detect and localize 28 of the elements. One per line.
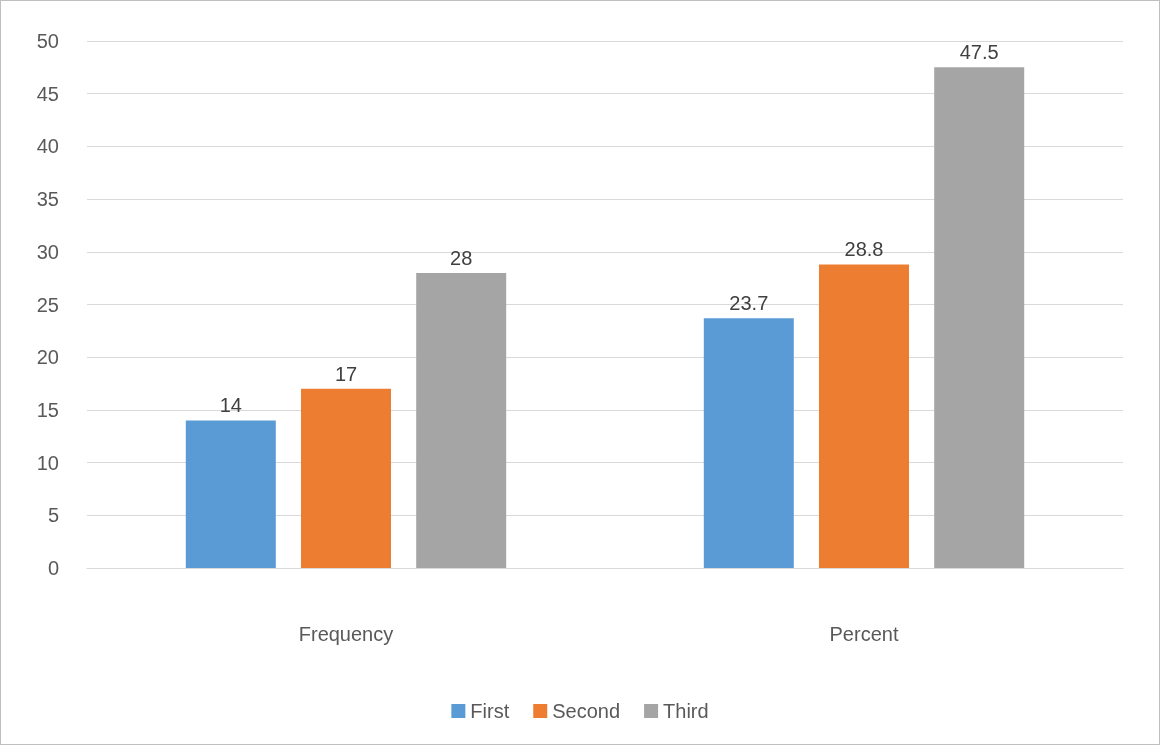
data-label: 47.5 [959, 41, 999, 64]
y-tick-label: 35 [36, 188, 59, 211]
data-label: 17 [334, 362, 358, 385]
legend-label: Second [552, 700, 621, 722]
bar [301, 388, 391, 568]
y-tick-label: 15 [36, 398, 59, 421]
bar [703, 318, 794, 568]
data-label: 14 [219, 394, 242, 417]
data-label: 28.8 [844, 238, 884, 261]
x-tick-label: Percent [829, 623, 899, 645]
bar [416, 272, 507, 568]
y-tick-label: 50 [36, 30, 59, 52]
y-tick-label: 45 [36, 82, 59, 105]
legend-label: Third [663, 700, 709, 722]
x-tick-label: Frequency [298, 623, 394, 645]
bar [934, 67, 1025, 568]
data-label: 28 [450, 246, 473, 269]
bar [819, 264, 909, 568]
y-tick-label: 25 [36, 293, 59, 316]
legend-label: First [470, 700, 510, 722]
y-tick-label: 20 [36, 346, 59, 369]
y-tick-label: 40 [36, 135, 59, 158]
y-tick-label: 0 [47, 557, 59, 579]
y-tick-label: 30 [36, 240, 59, 263]
bar [185, 420, 276, 568]
y-tick-label: 10 [36, 451, 59, 474]
y-tick-label: 5 [47, 504, 59, 527]
data-label: 23.7 [729, 292, 769, 315]
